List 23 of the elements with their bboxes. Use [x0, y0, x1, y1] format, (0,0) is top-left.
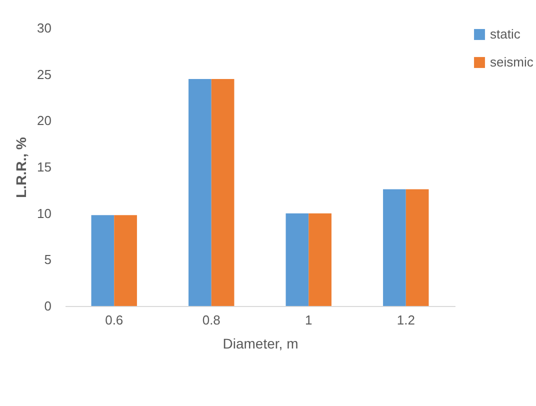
y-tick-label: 10: [37, 206, 52, 221]
y-tick-label: 15: [37, 160, 52, 174]
y-axis-title: L.R.R., %: [13, 136, 30, 198]
bar: [406, 189, 429, 306]
x-tick-label: 0.8: [202, 312, 220, 328]
bar: [91, 215, 114, 306]
y-tick-label: 30: [37, 20, 52, 36]
y-tick-label: 0: [44, 298, 52, 314]
bar: [188, 78, 212, 306]
x-tick-label: 1: [305, 312, 312, 328]
bar: [114, 215, 137, 306]
x-tick-label: 1.2: [396, 312, 415, 328]
legend-label: static: [490, 26, 521, 42]
x-axis-title: Diameter, m: [222, 336, 298, 352]
y-tick-label: 20: [37, 113, 52, 128]
legend-label: seismic: [490, 54, 534, 70]
x-tick-label: 0.6: [105, 312, 124, 328]
bar: [211, 78, 234, 306]
bar: [383, 189, 406, 306]
y-tick-label: 25: [37, 66, 52, 82]
bar: [308, 213, 332, 306]
y-tick-label: 5: [44, 252, 52, 268]
bar: [286, 213, 309, 306]
